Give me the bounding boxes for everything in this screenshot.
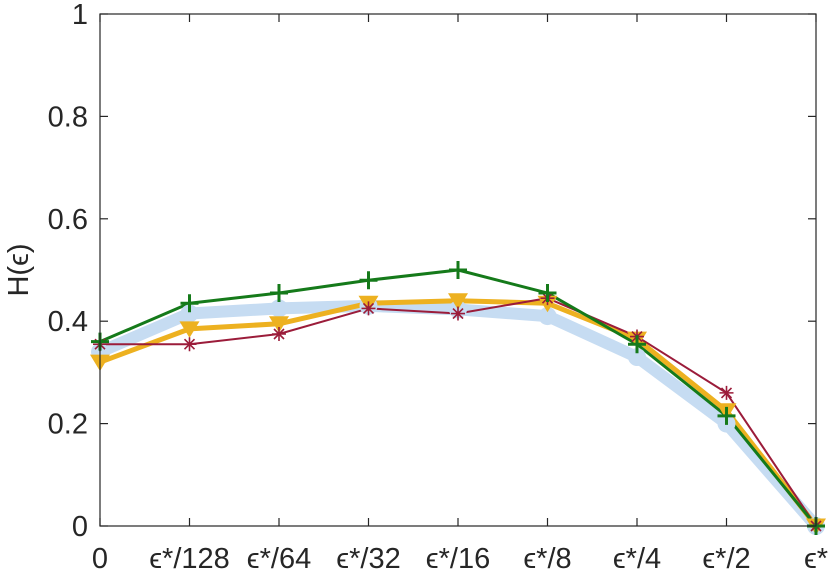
x-tick-label: ϵ*/32: [336, 543, 400, 574]
series-1-point-1: [179, 321, 200, 338]
series-2-point-3: [361, 301, 376, 316]
y-tick-label: 0: [72, 511, 88, 543]
series-0-point-5: [538, 307, 557, 326]
series-0-point-1: [180, 304, 199, 323]
series-2-point-7: [719, 385, 734, 400]
y-axis-label: H(ϵ): [3, 243, 35, 296]
series-3-point-6: [628, 335, 646, 354]
y-tick-label: 0.6: [48, 204, 88, 236]
y-tick-label: 0.4: [48, 306, 88, 338]
series-3-point-1: [180, 294, 199, 313]
x-tick-label: ϵ*/4: [613, 543, 661, 574]
axes: 0 0.2 0.4 0.6 0.8 1 0 ϵ*/128 ϵ*/64 ϵ*/32 ϵ*/16 ϵ*/8…: [48, 0, 828, 574]
x-tick-label: ϵ*/64: [247, 543, 311, 574]
series-2-point-4: [451, 306, 465, 321]
series-line-0: [94, 299, 822, 532]
x-tick-label: ϵ*: [804, 543, 828, 574]
series-2-point-1: [182, 337, 197, 352]
x-tick-label: 0: [92, 543, 108, 574]
x-tick-label: ϵ*/16: [426, 543, 490, 574]
series-3-point-4: [449, 261, 467, 279]
x-tick-label: ϵ*/2: [702, 543, 750, 574]
y-tick-label: 0.8: [48, 101, 88, 133]
x-tick-label: ϵ*/128: [149, 543, 230, 574]
series-1-point-4: [448, 293, 468, 310]
series-0-point-2: [270, 299, 288, 318]
y-tick-label: 1: [72, 0, 88, 31]
x-tick-label: ϵ*/8: [523, 543, 571, 574]
series-3-point-7: [717, 406, 736, 425]
y-tick-label: 0.2: [48, 409, 88, 441]
series-1-point-2: [269, 316, 289, 333]
series-2-point-2: [272, 327, 286, 341]
series-0-point-6: [628, 348, 646, 367]
series-3-point-5: [538, 284, 557, 303]
series-3-point-3: [359, 271, 378, 290]
series-3-point-2: [270, 284, 288, 303]
